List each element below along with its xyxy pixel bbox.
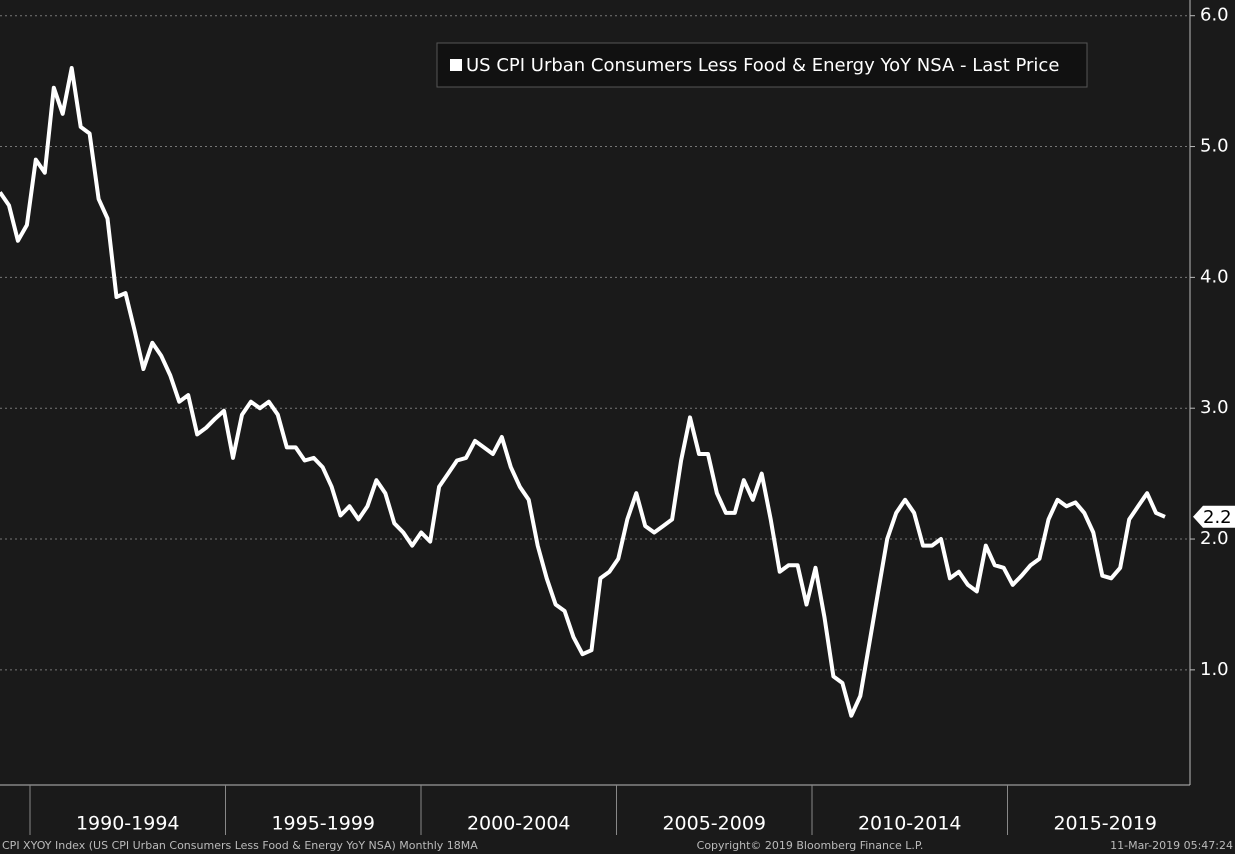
legend-box [436,42,1088,88]
footer-source: CPI XYOY Index (US CPI Urban Consumers L… [2,839,478,852]
y-tick-label: 6.0 [1200,5,1229,26]
footer-timestamp: 11-Mar-2019 05:47:24 [1110,839,1233,852]
legend: US CPI Urban Consumers Less Food & Energ… [436,42,1088,88]
footer-copyright: Copyright© 2019 Bloomberg Finance L.P. [697,839,924,852]
series-line [0,66,1166,718]
y-tick-label: 1.0 [1200,659,1229,680]
y-tick-label: 2.0 [1200,528,1229,549]
last-price-label: 2.2 [1203,507,1232,528]
y-tick-label: 4.0 [1200,266,1229,287]
x-period-label: 2015-2019 [1053,813,1157,835]
legend-swatch [450,59,462,71]
x-period-label: 1995-1999 [271,813,375,835]
y-tick-label: 3.0 [1200,397,1229,418]
legend-label: US CPI Urban Consumers Less Food & Energ… [466,55,1059,76]
x-period-label: 2010-2014 [858,813,962,835]
last-price-tag [1193,505,1235,528]
x-period-label: 2005-2009 [662,813,766,835]
x-period-label: 2000-2004 [467,813,571,835]
x-period-label: 1990-1994 [76,813,180,835]
y-tick-label: 5.0 [1200,136,1229,157]
